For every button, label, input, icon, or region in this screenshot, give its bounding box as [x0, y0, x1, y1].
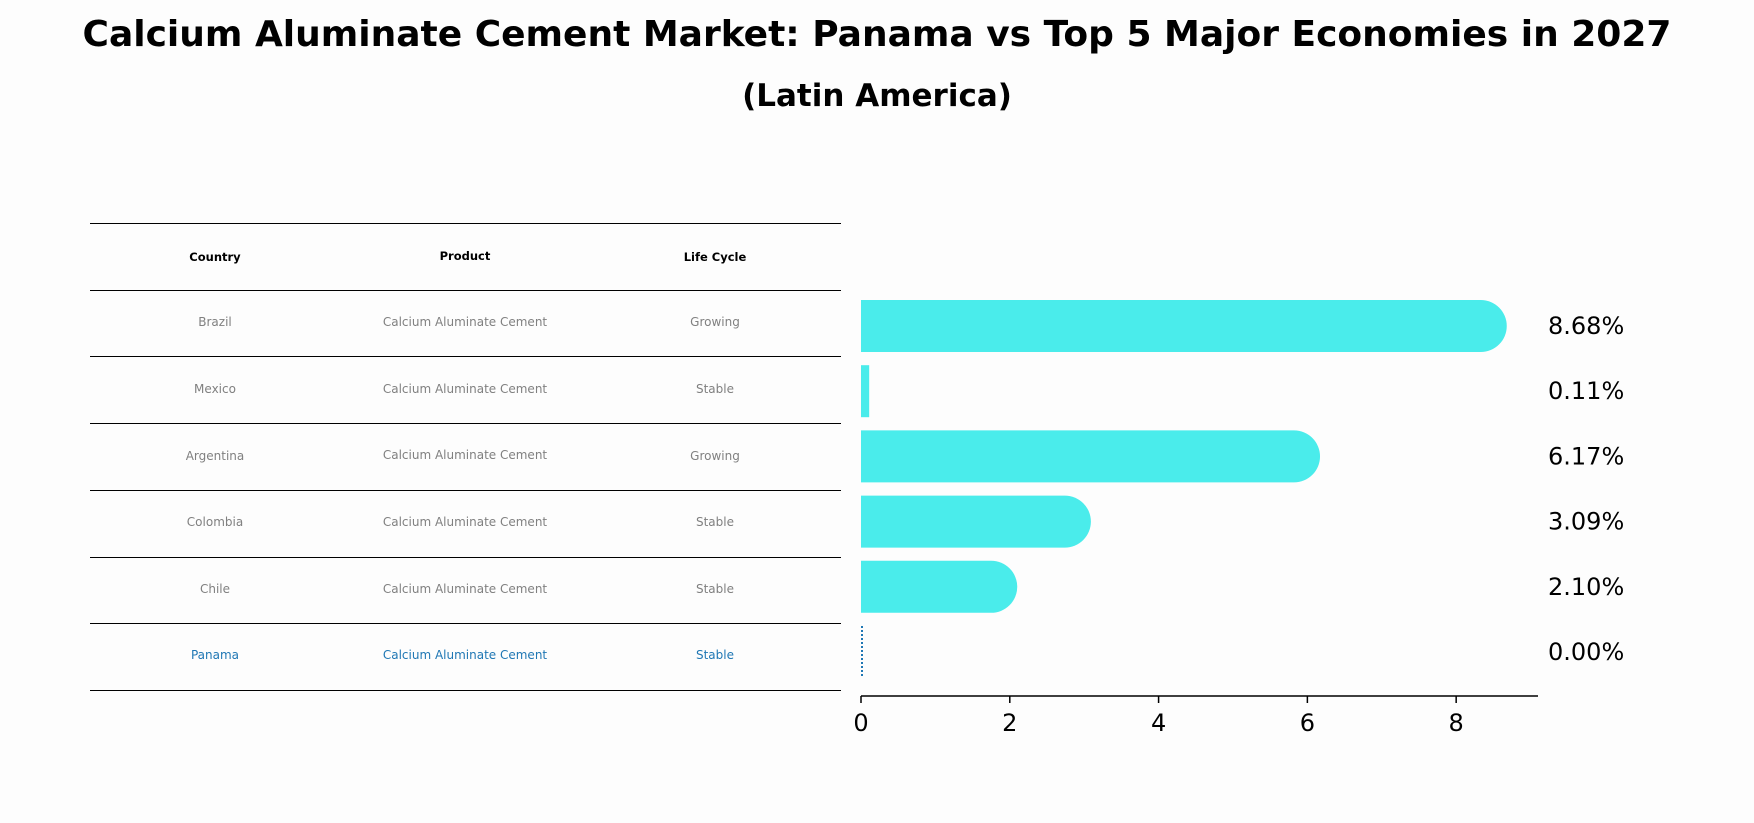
x-tick-label-2: 2 — [1002, 709, 1017, 737]
x-tick-label-8: 8 — [1449, 709, 1464, 737]
row-panama-life-cycle: Stable — [695, 648, 734, 662]
chart-title: Calcium Aluminate Cement Market: Panama … — [82, 14, 1672, 55]
row-colombia-life-cycle: Stable — [695, 515, 734, 529]
bar-argentina — [861, 430, 1321, 483]
table-rule — [90, 490, 841, 491]
value-label-panama: 0.00% — [1548, 638, 1624, 666]
x-tick-label-0: 0 — [853, 709, 868, 737]
row-brazil-country: Brazil — [198, 315, 232, 329]
row-colombia-country: Colombia — [186, 515, 244, 529]
table-rule — [90, 557, 841, 558]
row-chile-country: Chile — [199, 582, 231, 596]
value-label-mexico: 0.11% — [1548, 377, 1624, 405]
table-rule — [90, 223, 841, 224]
x-tick-label-4: 4 — [1151, 709, 1166, 737]
bar-mexico — [861, 365, 870, 418]
value-label-argentina: 6.17% — [1548, 442, 1624, 470]
header-life-cycle: Life Cycle — [683, 250, 747, 264]
table-rule — [90, 290, 841, 291]
row-panama-product: Calcium Aluminate Cement — [382, 648, 548, 662]
row-brazil-product: Calcium Aluminate Cement — [382, 315, 548, 329]
bar-brazil — [861, 300, 1507, 352]
row-argentina-product: Calcium Aluminate Cement — [382, 448, 548, 462]
row-mexico-country: Mexico — [194, 382, 236, 396]
row-brazil-life-cycle: Growing — [690, 315, 740, 329]
row-argentina-life-cycle: Growing — [690, 449, 740, 463]
table-rule — [90, 356, 841, 357]
bar-chile — [861, 560, 1018, 613]
chart-subtitle: (Latin America) — [742, 78, 1012, 114]
row-panama-country: Panama — [190, 648, 240, 662]
row-chile-life-cycle: Stable — [695, 582, 734, 596]
row-mexico-life-cycle: Stable — [695, 382, 734, 396]
row-chile-product: Calcium Aluminate Cement — [382, 582, 548, 596]
x-tick-label-6: 6 — [1300, 709, 1315, 737]
row-mexico-product: Calcium Aluminate Cement — [382, 382, 548, 396]
table-rule — [90, 690, 841, 691]
table-rule — [90, 423, 841, 424]
value-label-chile: 2.10% — [1548, 573, 1624, 601]
bar-colombia — [861, 495, 1091, 548]
value-label-brazil: 8.68% — [1548, 312, 1624, 340]
table-rule — [90, 623, 841, 624]
header-country: Country — [189, 250, 241, 264]
header-product: Product — [439, 249, 491, 263]
row-colombia-product: Calcium Aluminate Cement — [382, 515, 548, 529]
value-label-colombia: 3.09% — [1548, 508, 1624, 536]
row-argentina-country: Argentina — [185, 449, 245, 463]
